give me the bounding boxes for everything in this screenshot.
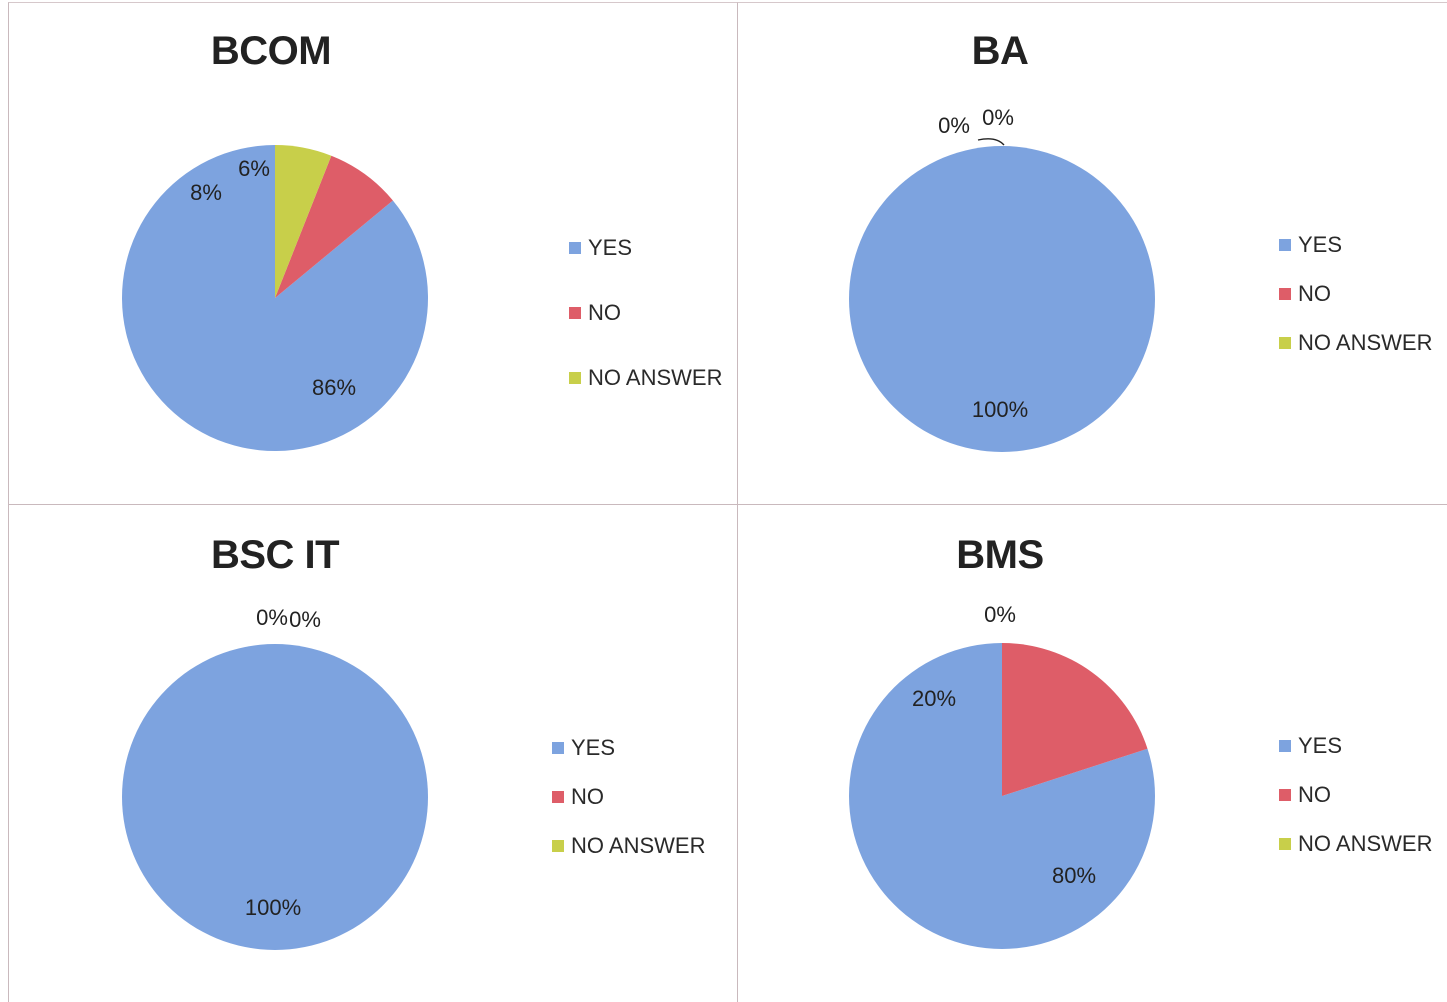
legend-swatch bbox=[552, 742, 564, 754]
data-label-no-answer: 0% bbox=[982, 105, 1014, 130]
pie-chart-bms: 80% 20% 0% bbox=[849, 602, 1155, 949]
legend-item-no: NO bbox=[1279, 281, 1432, 306]
chart-panel-bsc-it: BSC IT 100% 0% 0% YES NO NO ANSWER bbox=[8, 504, 738, 1002]
pie-slice-yes bbox=[122, 145, 429, 451]
legend-item-no: NO bbox=[569, 300, 722, 325]
chart-legend: YES NO NO ANSWER bbox=[1279, 733, 1433, 856]
legend-label: NO ANSWER bbox=[571, 833, 706, 858]
legend-label: NO ANSWER bbox=[1298, 831, 1433, 856]
pie-slice-yes bbox=[849, 146, 1155, 452]
legend-label: NO bbox=[588, 300, 621, 325]
data-label-no: 0% bbox=[938, 113, 970, 138]
legend-label: NO bbox=[571, 784, 604, 809]
legend-swatch bbox=[1279, 789, 1291, 801]
chart-panel-bcom: BCOM 86% 8% 6% YES NO NO ANSWER bbox=[8, 2, 738, 504]
data-label-no-answer: 0% bbox=[984, 602, 1016, 627]
pie-slice-no-answer bbox=[275, 145, 332, 298]
chart-legend: YES NO NO ANSWER bbox=[1279, 232, 1433, 355]
chart-title: BSC IT bbox=[210, 533, 340, 577]
legend-swatch bbox=[1279, 337, 1291, 349]
pie-chart-ba: 100% 0% 0% bbox=[849, 105, 1155, 452]
legend-item-no-answer: NO ANSWER bbox=[569, 365, 723, 390]
legend-swatch bbox=[1279, 239, 1291, 251]
data-label-no-answer: 6% bbox=[238, 156, 270, 181]
legend-item-yes: YES bbox=[1279, 733, 1432, 758]
legend-item-no: NO bbox=[1279, 782, 1432, 807]
legend-label: NO ANSWER bbox=[1298, 330, 1433, 355]
chart-panel-bms: BMS 80% 20% 0% YES NO NO ANSWER bbox=[738, 504, 1447, 1002]
legend-label: NO ANSWER bbox=[588, 365, 723, 390]
legend-item-no-answer: NO ANSWER bbox=[1279, 831, 1433, 856]
data-label-yes: 100% bbox=[972, 397, 1028, 422]
legend-swatch bbox=[569, 372, 581, 384]
chart-title: BCOM bbox=[210, 29, 332, 73]
chart-panel-ba: BA 100% 0% 0% YES NO NO ANSWER bbox=[738, 2, 1447, 504]
data-label-yes: 86% bbox=[312, 375, 356, 400]
chart-title: BA bbox=[971, 29, 1029, 73]
legend-swatch bbox=[552, 840, 564, 852]
pie-slice-no bbox=[1002, 643, 1148, 796]
legend-label: NO bbox=[1298, 281, 1331, 306]
legend-label: YES bbox=[1298, 232, 1343, 257]
chart-legend: YES NO NO ANSWER bbox=[569, 235, 723, 390]
pie-chart-bsc-it: 100% 0% 0% bbox=[122, 605, 428, 950]
pie-chart-bcom: 86% 8% 6% bbox=[122, 145, 429, 451]
chart-title: BMS bbox=[956, 533, 1044, 577]
legend-swatch bbox=[569, 242, 581, 254]
legend-item-yes: YES bbox=[569, 235, 722, 260]
legend-swatch bbox=[552, 791, 564, 803]
legend-label: YES bbox=[588, 235, 633, 260]
legend-label: NO bbox=[1298, 782, 1331, 807]
legend-swatch bbox=[569, 307, 581, 319]
data-label-no-answer: 0% bbox=[289, 607, 321, 632]
legend-item-no-answer: NO ANSWER bbox=[552, 833, 706, 858]
data-label-no: 0% bbox=[256, 605, 288, 630]
legend-item-yes: YES bbox=[1279, 232, 1432, 257]
legend-label: YES bbox=[1298, 733, 1343, 758]
data-label-no: 8% bbox=[190, 180, 222, 205]
chart-legend: YES NO NO ANSWER bbox=[552, 735, 706, 858]
data-label-yes: 100% bbox=[245, 895, 301, 920]
legend-item-yes: YES bbox=[552, 735, 705, 760]
pie-slice-yes bbox=[122, 644, 428, 950]
legend-label: YES bbox=[571, 735, 616, 760]
legend-item-no: NO bbox=[552, 784, 705, 809]
legend-item-no-answer: NO ANSWER bbox=[1279, 330, 1433, 355]
pie-slice-no bbox=[275, 155, 393, 298]
data-label-no: 20% bbox=[912, 686, 956, 711]
legend-swatch bbox=[1279, 288, 1291, 300]
legend-swatch bbox=[1279, 740, 1291, 752]
legend-swatch bbox=[1279, 838, 1291, 850]
leader-line bbox=[977, 138, 1005, 146]
data-label-yes: 80% bbox=[1052, 863, 1096, 888]
